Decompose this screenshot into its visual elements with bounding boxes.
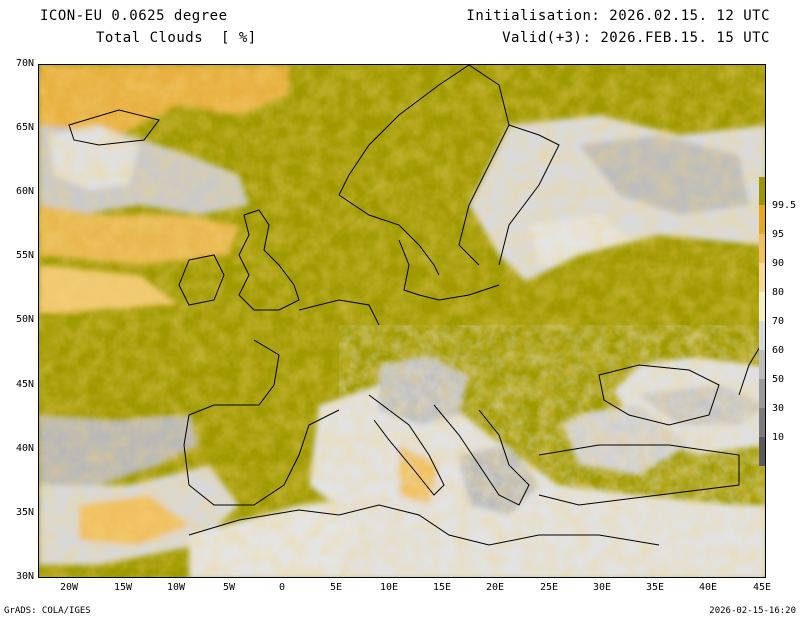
lon-label: 20W <box>59 582 79 593</box>
lat-label: 30N <box>15 571 34 582</box>
cloud-cover-map <box>38 64 766 578</box>
valid-time: Valid(+3): 2026.FEB.15. 15 UTC <box>502 30 770 46</box>
colorbar-swatch <box>759 408 765 437</box>
clear-sky-texture <box>339 325 765 577</box>
colorbar-label: 30 <box>772 403 785 414</box>
colorbar <box>759 177 765 466</box>
lon-label: 20E <box>485 582 505 593</box>
colorbar-swatch <box>759 437 765 466</box>
colorbar-swatch <box>759 292 765 321</box>
colorbar-label: 10 <box>772 432 785 443</box>
map-canvas <box>39 65 765 577</box>
colorbar-label: 70 <box>772 316 785 327</box>
lon-label: 0 <box>278 582 286 593</box>
lat-label: 55N <box>15 250 34 261</box>
grads-credit: GrADS: COLA/IGES <box>4 606 91 616</box>
colorbar-label: 99.5 <box>772 200 797 211</box>
render-timestamp: 2026-02-15-16:20 <box>709 606 796 616</box>
lon-label: 10W <box>166 582 186 593</box>
lat-label: 60N <box>15 186 34 197</box>
colorbar-swatch <box>759 263 765 292</box>
lon-label: 5E <box>329 582 343 593</box>
colorbar-label: 50 <box>772 374 785 385</box>
colorbar-tip <box>759 177 765 205</box>
lon-label: 45E <box>752 582 772 593</box>
lat-label: 45N <box>15 379 34 390</box>
lon-label: 5W <box>222 582 236 593</box>
coastlines <box>68 65 765 546</box>
lon-label: 30E <box>592 582 612 593</box>
colorbar-label: 90 <box>772 258 785 269</box>
colorbar-swatch <box>759 379 765 408</box>
colorbar-label: 80 <box>772 287 785 298</box>
initialisation-time: Initialisation: 2026.02.15. 12 UTC <box>466 8 770 24</box>
lat-label: 35N <box>15 507 34 518</box>
colorbar-swatch <box>759 205 765 234</box>
colorbar-label: 95 <box>772 229 785 240</box>
colorbar-label: 60 <box>772 345 785 356</box>
lat-label: 65N <box>15 122 34 133</box>
lon-label: 35E <box>645 582 665 593</box>
model-title: ICON-EU 0.0625 degree <box>40 8 228 24</box>
lon-label: 40E <box>698 582 718 593</box>
colorbar-swatch <box>759 321 765 350</box>
lat-label: 70N <box>15 58 34 69</box>
lon-label: 15E <box>432 582 452 593</box>
colorbar-swatch <box>759 350 765 379</box>
lon-label: 10E <box>379 582 399 593</box>
variable-title: Total Clouds [ %] <box>96 30 257 46</box>
lon-label: 15W <box>113 582 133 593</box>
lat-label: 40N <box>15 443 34 454</box>
lat-label: 50N <box>15 314 34 325</box>
colorbar-swatch <box>759 234 765 263</box>
lon-label: 25E <box>539 582 559 593</box>
